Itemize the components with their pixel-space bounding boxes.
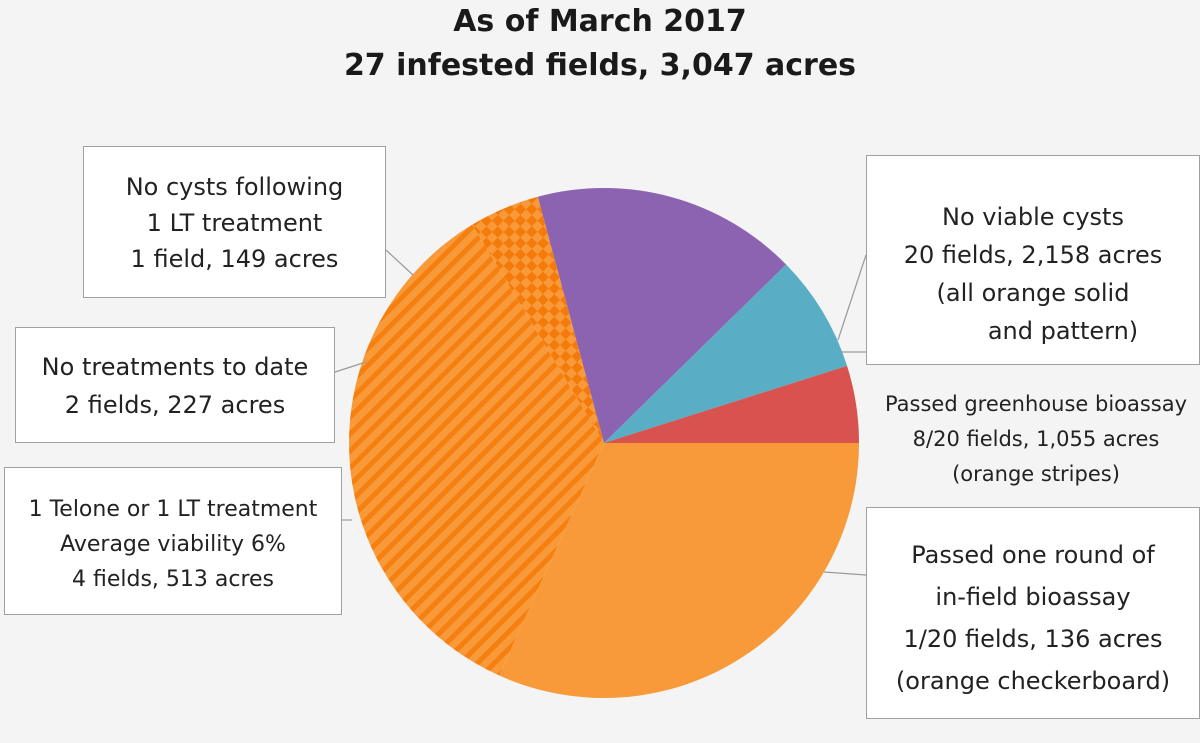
chart-title-line-1: As of March 2017 [453, 4, 747, 39]
callout-line: No viable cysts [942, 203, 1124, 231]
callout-line: 1/20 fields, 136 acres [903, 625, 1163, 653]
callout-no-viable-cysts: No viable cysts 20 fields, 2,158 acres (… [866, 155, 1200, 365]
callout-line: (all orange solid [936, 279, 1130, 307]
callout-line: Passed one round of [911, 541, 1155, 569]
callout-line: Average viability 6% [60, 532, 286, 557]
chart-title-line-2: 27 infested fields, 3,047 acres [343, 48, 857, 83]
callout-passed-greenhouse: Passed greenhouse bioassay 8/20 fields, … [872, 375, 1200, 503]
callout-line: 4 fields, 513 acres [71, 567, 275, 592]
callout-line: 1 Telone or 1 LT treatment [28, 497, 318, 522]
connector-passed-infield [823, 571, 867, 576]
callout-line: 20 fields, 2,158 acres [903, 241, 1163, 269]
callout-line: (orange checkerboard) [895, 667, 1171, 695]
callout-passed-infield: Passed one round of in-field bioassay 1/… [866, 507, 1200, 719]
callout-connectors [334, 249, 872, 576]
callout-line: 2 fields, 227 acres [64, 391, 286, 419]
pie-slice-no-treatments [604, 264, 848, 443]
callout-line: 8/20 fields, 1,055 acres [912, 427, 1160, 451]
callout-line: No cysts following [125, 173, 344, 201]
callout-line: in-field bioassay [935, 583, 1131, 611]
connector-no-treatments [334, 361, 367, 373]
pie-slice-passed-greenhouse [349, 224, 604, 676]
connector-no-cysts-following [385, 249, 414, 276]
callout-line: 1 field, 149 acres [130, 245, 339, 273]
connector-no-viable-cysts [837, 254, 867, 341]
callout-line: and pattern) [987, 317, 1139, 345]
pie-slice-no-viable-orange-solid [499, 443, 859, 698]
callout-line: Passed greenhouse bioassay [884, 392, 1188, 416]
pie-slice-no-cysts-following [604, 365, 859, 443]
callout-telone-or-lt: 1 Telone or 1 LT treatment Average viabi… [4, 467, 342, 615]
pie-slice-telone-or-lt [537, 187, 787, 443]
pie-slice-passed-infield [472, 196, 604, 443]
callout-no-treatments: No treatments to date 2 fields, 227 acre… [15, 327, 335, 443]
callout-line: 1 LT treatment [146, 209, 323, 237]
callout-line: (orange stripes) [952, 462, 1120, 486]
callout-no-cysts-following: No cysts following 1 LT treatment 1 fiel… [83, 146, 386, 298]
callout-line: No treatments to date [41, 353, 309, 381]
pie-slices [349, 187, 859, 698]
